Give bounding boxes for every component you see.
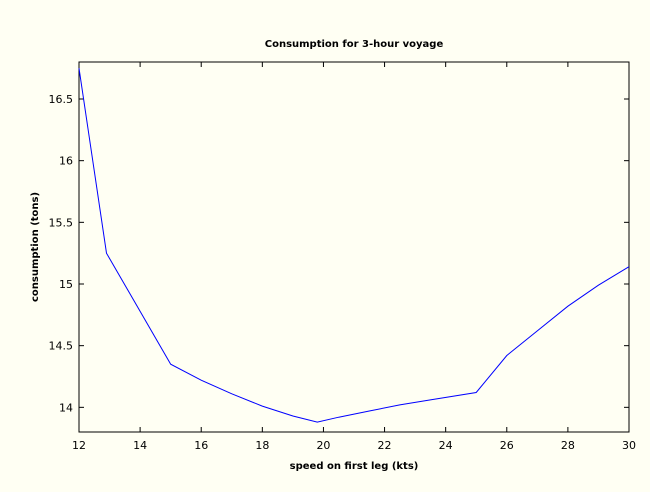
series-line: [78, 68, 630, 423]
y-tick-label: 16.5: [49, 93, 74, 106]
x-tick-label: 22: [378, 439, 392, 452]
y-tick-label: 14: [59, 401, 73, 414]
x-axis-label: speed on first leg (kts): [290, 461, 419, 472]
x-tick-label: 16: [194, 439, 208, 452]
x-tick-label: 18: [255, 439, 269, 452]
plot-area: [78, 61, 630, 433]
y-tick-label: 15.5: [49, 216, 74, 229]
axis-ticks: [78, 62, 630, 432]
axis-tick-labels: 12 14 16 18 20 22 24 26 28 30 14 14.5 15 15.5 16 16.5: [49, 93, 637, 452]
y-tick-label: 14.5: [49, 340, 74, 353]
x-tick-label: 24: [439, 439, 453, 452]
y-tick-label: 15: [59, 278, 73, 291]
x-tick-label: 30: [622, 439, 636, 452]
x-tick-label: 12: [72, 439, 86, 452]
chart-title: Consumption for 3-hour voyage: [265, 39, 444, 50]
y-tick-label: 16: [59, 155, 73, 168]
x-tick-label: 28: [561, 439, 575, 452]
x-tick-label: 14: [133, 439, 147, 452]
x-tick-label: 20: [316, 439, 330, 452]
y-axis-label: consumption (tons): [30, 192, 41, 302]
x-tick-label: 26: [500, 439, 514, 452]
